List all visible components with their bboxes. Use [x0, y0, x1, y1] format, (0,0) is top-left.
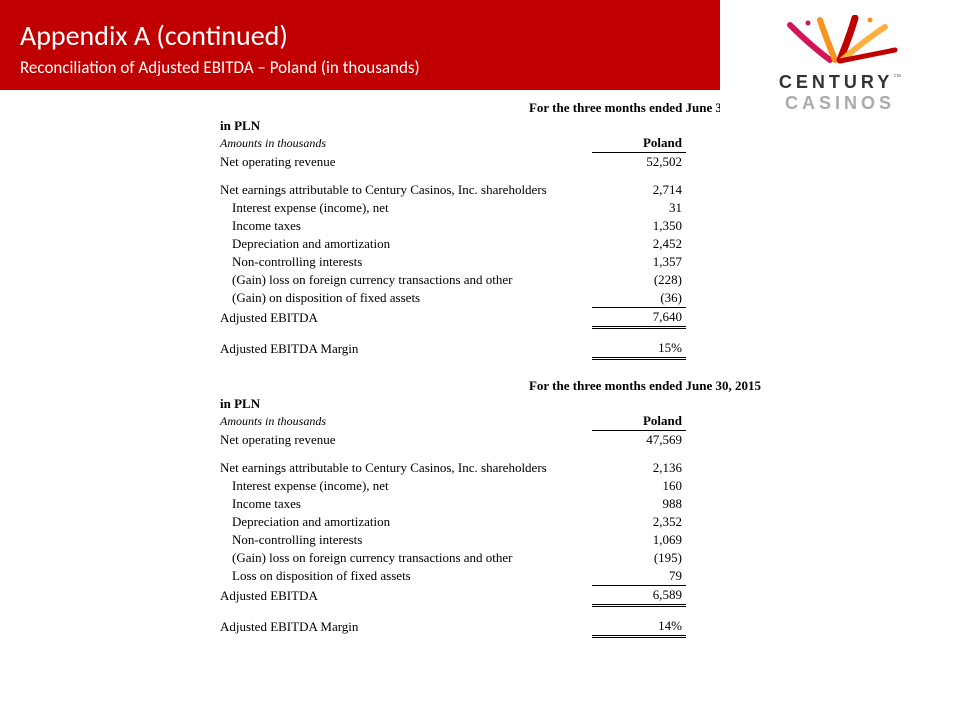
- row-value: 14%: [592, 617, 686, 637]
- table-row: (Gain) loss on foreign currency transact…: [220, 271, 686, 289]
- row-value: 2,136: [592, 459, 686, 477]
- content-area: For the three months ended June 30, 2016…: [0, 90, 960, 638]
- table-row: Adjusted EBITDA7,640: [220, 308, 686, 328]
- row-label: Net operating revenue: [220, 431, 592, 450]
- currency-label: in PLN: [220, 396, 960, 412]
- ebitda-table: For the three months ended June 30, 2016…: [220, 100, 960, 360]
- row-value: 2,714: [592, 181, 686, 199]
- table-row: Depreciation and amortization2,352: [220, 513, 686, 531]
- header-bar: Appendix A (continued) Reconciliation of…: [0, 0, 720, 90]
- table-row: [220, 171, 686, 181]
- period-header: For the three months ended June 30, 2015: [220, 378, 870, 394]
- table-row: Net earnings attributable to Century Cas…: [220, 181, 686, 199]
- row-label: Interest expense (income), net: [220, 199, 592, 217]
- table-row: [220, 328, 686, 340]
- table-row: Interest expense (income), net31: [220, 199, 686, 217]
- row-label: Net earnings attributable to Century Cas…: [220, 459, 592, 477]
- column-header: Poland: [592, 412, 686, 431]
- financial-table: Amounts in thousandsPolandNet operating …: [220, 412, 686, 638]
- row-label: Adjusted EBITDA Margin: [220, 339, 592, 359]
- trademark-icon: ™: [893, 72, 901, 81]
- financial-table: Amounts in thousandsPolandNet operating …: [220, 134, 686, 360]
- row-label: Interest expense (income), net: [220, 477, 592, 495]
- table-row: Depreciation and amortization2,452: [220, 235, 686, 253]
- row-value: 31: [592, 199, 686, 217]
- table-row: (Gain) on disposition of fixed assets(36…: [220, 289, 686, 308]
- table-row: [220, 606, 686, 618]
- row-label: Loss on disposition of fixed assets: [220, 567, 592, 586]
- row-value: (195): [592, 549, 686, 567]
- table-row: Net earnings attributable to Century Cas…: [220, 459, 686, 477]
- column-header: Poland: [592, 134, 686, 153]
- row-label: Depreciation and amortization: [220, 513, 592, 531]
- table-row: Adjusted EBITDA6,589: [220, 586, 686, 606]
- logo-splash-icon: [780, 15, 900, 70]
- amounts-note: Amounts in thousands: [220, 412, 592, 431]
- row-label: Adjusted EBITDA Margin: [220, 617, 592, 637]
- row-value: 7,640: [592, 308, 686, 328]
- row-label: (Gain) loss on foreign currency transact…: [220, 271, 592, 289]
- row-label: Depreciation and amortization: [220, 235, 592, 253]
- table-row: (Gain) loss on foreign currency transact…: [220, 549, 686, 567]
- row-value: 988: [592, 495, 686, 513]
- row-value: 1,357: [592, 253, 686, 271]
- row-value: 47,569: [592, 431, 686, 450]
- table-row: [220, 449, 686, 459]
- logo-text-line2: CASINOS: [785, 93, 895, 114]
- table-row: Net operating revenue47,569: [220, 431, 686, 450]
- table-row: Net operating revenue52,502: [220, 153, 686, 172]
- page-subtitle: Reconciliation of Adjusted EBITDA – Pola…: [20, 57, 700, 78]
- row-value: 2,352: [592, 513, 686, 531]
- ebitda-table: For the three months ended June 30, 2015…: [220, 378, 960, 638]
- row-label: Adjusted EBITDA: [220, 586, 592, 606]
- row-value: (228): [592, 271, 686, 289]
- row-label: Income taxes: [220, 495, 592, 513]
- table-row: Non-controlling interests1,357: [220, 253, 686, 271]
- row-value: 15%: [592, 339, 686, 359]
- page-title: Appendix A (continued): [20, 18, 700, 53]
- row-value: 1,069: [592, 531, 686, 549]
- row-label: Income taxes: [220, 217, 592, 235]
- logo-text-line1: CENTURY: [779, 72, 893, 92]
- row-label: Non-controlling interests: [220, 531, 592, 549]
- table-row: Interest expense (income), net160: [220, 477, 686, 495]
- row-label: (Gain) loss on foreign currency transact…: [220, 549, 592, 567]
- row-value: 79: [592, 567, 686, 586]
- row-value: 160: [592, 477, 686, 495]
- row-value: 2,452: [592, 235, 686, 253]
- row-label: Net operating revenue: [220, 153, 592, 172]
- row-label: Adjusted EBITDA: [220, 308, 592, 328]
- table-row: Income taxes1,350: [220, 217, 686, 235]
- amounts-note: Amounts in thousands: [220, 134, 592, 153]
- row-value: 6,589: [592, 586, 686, 606]
- table-row: Adjusted EBITDA Margin14%: [220, 617, 686, 637]
- table-row: Adjusted EBITDA Margin15%: [220, 339, 686, 359]
- table-row: Non-controlling interests1,069: [220, 531, 686, 549]
- row-value: 52,502: [592, 153, 686, 172]
- row-value: 1,350: [592, 217, 686, 235]
- logo: CENTURY™ CASINOS: [720, 0, 960, 128]
- row-label: Net earnings attributable to Century Cas…: [220, 181, 592, 199]
- table-row: Income taxes988: [220, 495, 686, 513]
- table-row: Loss on disposition of fixed assets79: [220, 567, 686, 586]
- row-label: Non-controlling interests: [220, 253, 592, 271]
- row-value: (36): [592, 289, 686, 308]
- row-label: (Gain) on disposition of fixed assets: [220, 289, 592, 308]
